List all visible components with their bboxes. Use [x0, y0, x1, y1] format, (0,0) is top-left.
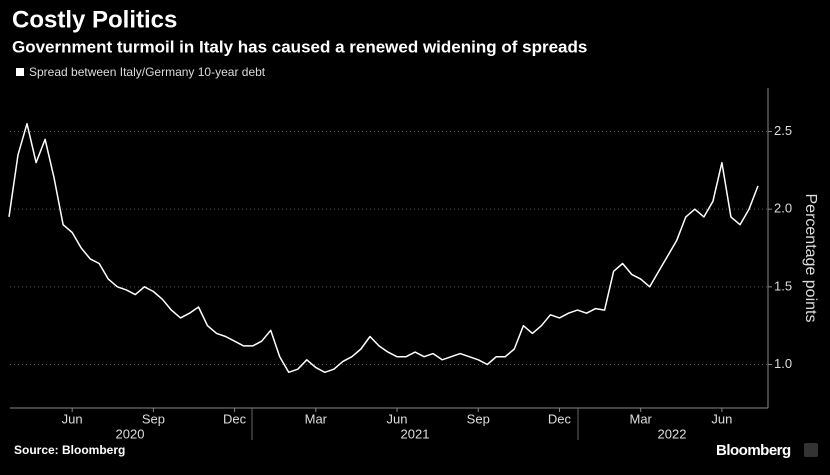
y-tick-label: 1.0 — [774, 356, 792, 371]
year-label: 2022 — [658, 426, 687, 441]
x-tick-label: Sep — [467, 411, 490, 426]
y-tick-label: 1.5 — [774, 278, 792, 293]
x-tick-label: Jun — [62, 411, 83, 426]
source: Source: Bloomberg — [14, 443, 125, 457]
brand-icon — [804, 443, 818, 457]
x-tick-label: Jun — [711, 411, 732, 426]
year-label: 2020 — [116, 426, 145, 441]
legend-label: Spread between Italy/Germany 10-year deb… — [29, 65, 266, 79]
x-tick-label: Jun — [387, 411, 408, 426]
y-tick-label: 2.0 — [774, 201, 792, 216]
x-tick-label: Mar — [305, 411, 328, 426]
x-tick-label: Mar — [629, 411, 652, 426]
legend-swatch — [16, 68, 24, 76]
x-tick-label: Sep — [142, 411, 165, 426]
brand: Bloomberg — [716, 442, 791, 459]
x-tick-label: Dec — [223, 411, 247, 426]
chart-subtitle: Government turmoil in Italy has caused a… — [12, 37, 587, 56]
chart-title: Costly Politics — [12, 6, 177, 33]
x-tick-label: Dec — [548, 411, 572, 426]
line-series — [8, 122, 759, 374]
y-tick-label: 2.5 — [774, 123, 792, 138]
y-axis-label: Percentage points — [802, 194, 819, 323]
year-label: 2021 — [401, 426, 430, 441]
